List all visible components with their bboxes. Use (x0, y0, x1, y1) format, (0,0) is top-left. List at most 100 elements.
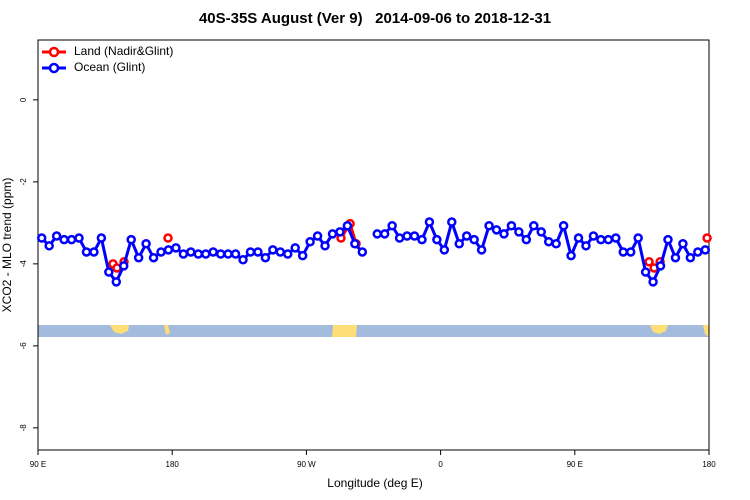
point (469, 234, 479, 245)
point (283, 249, 293, 259)
legend-label: Land (Nadir&Glint) (74, 44, 173, 58)
x-tick-label: 90 E (567, 460, 583, 469)
point (96, 233, 107, 243)
point (260, 252, 271, 263)
point (476, 245, 487, 255)
point (66, 234, 77, 245)
point (633, 233, 643, 243)
point (335, 227, 345, 237)
point (350, 239, 360, 249)
point (163, 245, 174, 255)
point (529, 220, 539, 231)
point (312, 231, 323, 241)
point (625, 247, 636, 257)
legend-marker (48, 62, 60, 74)
point (74, 233, 84, 243)
point (148, 252, 159, 263)
point (514, 227, 524, 237)
x-tick-label: 180 (166, 460, 180, 469)
point (551, 239, 561, 249)
point (372, 229, 382, 239)
x-axis-label: Longitude (deg E) (327, 476, 422, 490)
point (327, 229, 338, 239)
point (297, 250, 308, 261)
point (603, 234, 614, 245)
legend-label: Ocean (Glint) (74, 60, 145, 74)
land-patch (703, 325, 709, 337)
point (163, 233, 173, 243)
point (186, 247, 196, 257)
point (104, 267, 114, 277)
point (447, 217, 457, 227)
point (193, 249, 204, 259)
point (424, 217, 435, 227)
x-tick-label: 90 W (297, 460, 316, 469)
point (81, 247, 92, 257)
point (640, 267, 651, 277)
point (223, 249, 233, 259)
point (702, 233, 712, 243)
plot-frame (37, 39, 710, 451)
point (133, 252, 144, 263)
point (461, 231, 472, 241)
x-tick-label: 0 (438, 460, 443, 469)
point (253, 247, 263, 257)
point (208, 247, 218, 257)
chart-title: 40S-35S August (Ver 9) 2014-09-06 to 201… (199, 10, 551, 27)
point (439, 245, 450, 255)
y-axis-label: XCO2 - MLO trend (ppm) (0, 178, 14, 313)
point (342, 220, 353, 231)
point (573, 233, 584, 243)
point (611, 233, 621, 243)
point (648, 277, 658, 287)
point (290, 243, 300, 253)
point (59, 234, 69, 245)
point (178, 249, 189, 259)
land-patch (332, 325, 357, 337)
point (417, 234, 427, 245)
point (491, 225, 502, 235)
point (36, 233, 47, 243)
point (141, 239, 151, 249)
point (506, 220, 517, 231)
point (387, 220, 397, 231)
point (238, 255, 248, 265)
y-tick-label: -6 (19, 342, 28, 350)
point (245, 247, 256, 257)
point (566, 250, 576, 261)
point (432, 234, 442, 245)
land-patch (164, 325, 170, 335)
point (215, 249, 226, 259)
point (230, 249, 241, 259)
point (118, 261, 129, 271)
point (521, 234, 532, 245)
land-patch (110, 325, 129, 334)
point (89, 247, 99, 257)
x-tick-label: 180 (702, 460, 716, 469)
y-tick-label: -4 (19, 260, 28, 268)
map-strip (38, 325, 709, 337)
point (171, 243, 181, 253)
point (305, 236, 315, 247)
point (394, 233, 405, 243)
point (51, 231, 62, 241)
point (111, 277, 122, 287)
point (678, 239, 688, 249)
point (670, 252, 681, 263)
y-tick-label: -8 (19, 424, 28, 432)
point (484, 220, 494, 231)
point (357, 247, 368, 257)
point (499, 229, 509, 239)
point (655, 261, 666, 271)
land-patch (650, 325, 668, 334)
point (201, 249, 211, 259)
point (543, 236, 554, 247)
point (644, 257, 654, 267)
point (685, 252, 696, 263)
point (402, 231, 412, 241)
point (596, 234, 606, 245)
point (275, 247, 286, 257)
